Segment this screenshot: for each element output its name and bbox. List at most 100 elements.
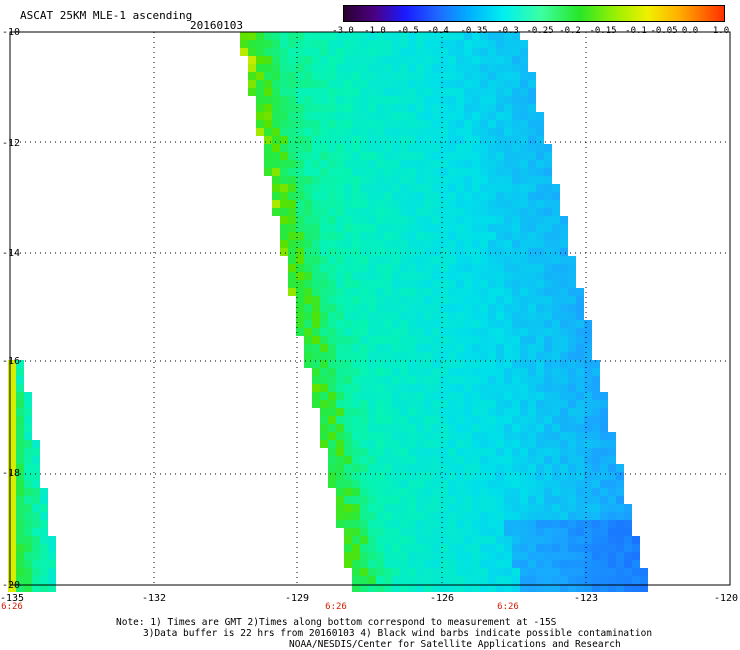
swath-cell <box>448 424 456 432</box>
swath-cell <box>16 480 24 488</box>
swath-cell <box>376 304 384 312</box>
swath-cell <box>352 576 360 584</box>
swath-cell <box>552 560 560 568</box>
swath-cell <box>368 544 376 552</box>
swath-cell <box>592 368 600 376</box>
swath-cell <box>344 192 352 200</box>
swath-cell <box>568 496 576 504</box>
swath-cell <box>360 464 368 472</box>
swath-cell <box>376 440 384 448</box>
swath-cell <box>552 344 560 352</box>
swath-cell <box>512 560 520 568</box>
swath-cell <box>544 352 552 360</box>
swath-cell <box>320 56 328 64</box>
swath-cell <box>304 80 312 88</box>
swath-cell <box>560 448 568 456</box>
swath-cell <box>456 328 464 336</box>
swath-cell <box>368 200 376 208</box>
swath-cell <box>344 416 352 424</box>
swath-cell <box>592 552 600 560</box>
swath-cell <box>448 232 456 240</box>
swath-cell <box>568 536 576 544</box>
swath-cell <box>488 408 496 416</box>
swath-cell <box>256 40 264 48</box>
swath-cell <box>536 480 544 488</box>
swath-cell <box>416 224 424 232</box>
swath-cell <box>584 368 592 376</box>
swath-cell <box>568 488 576 496</box>
swath-cell <box>408 360 416 368</box>
swath-cell <box>296 264 304 272</box>
swath-cell <box>16 464 24 472</box>
swath-cell <box>520 160 528 168</box>
swath-cell <box>544 432 552 440</box>
swath-cell <box>368 480 376 488</box>
swath-cell <box>384 392 392 400</box>
swath-cell <box>328 360 336 368</box>
swath-cell <box>480 560 488 568</box>
swath-cell <box>344 224 352 232</box>
swath-cell <box>552 368 560 376</box>
swath-cell <box>416 552 424 560</box>
swath-cell <box>376 448 384 456</box>
swath-cell <box>24 504 32 512</box>
swath-cell <box>392 208 400 216</box>
swath-cell <box>24 568 32 576</box>
swath-cell <box>432 472 440 480</box>
swath-cell <box>392 352 400 360</box>
swath-cell <box>376 136 384 144</box>
swath-cell <box>480 312 488 320</box>
swath-cell <box>432 464 440 472</box>
swath-cell <box>368 232 376 240</box>
swath-cell <box>448 536 456 544</box>
swath-cell <box>384 456 392 464</box>
swath-cell <box>576 456 584 464</box>
swath-cell <box>520 304 528 312</box>
swath-cell <box>448 216 456 224</box>
swath-cell <box>424 424 432 432</box>
swath-cell <box>408 520 416 528</box>
swath-cell <box>256 112 264 120</box>
swath-cell <box>536 168 544 176</box>
swath-cell <box>512 80 520 88</box>
swath-cell <box>328 208 336 216</box>
swath-cell <box>312 352 320 360</box>
swath-cell <box>352 48 360 56</box>
swath-cell <box>496 104 504 112</box>
swath-cell <box>608 456 616 464</box>
swath-cell <box>344 320 352 328</box>
swath-cell <box>392 240 400 248</box>
swath-cell <box>352 232 360 240</box>
swath-cell <box>520 248 528 256</box>
swath-cell <box>368 72 376 80</box>
swath-cell <box>352 520 360 528</box>
swath-cell <box>424 256 432 264</box>
swath-cell <box>336 224 344 232</box>
swath-cell <box>312 328 320 336</box>
swath-cell <box>472 224 480 232</box>
swath-cell <box>568 296 576 304</box>
swath-cell <box>360 120 368 128</box>
swath-cell <box>456 288 464 296</box>
swath-cell <box>376 360 384 368</box>
swath-cell <box>352 424 360 432</box>
swath-cell <box>32 512 40 520</box>
swath-cell <box>552 312 560 320</box>
swath-cell <box>264 120 272 128</box>
swath-cell <box>528 200 536 208</box>
swath-cell <box>240 40 248 48</box>
swath-cell <box>576 488 584 496</box>
swath-cell <box>536 152 544 160</box>
swath-cell <box>376 400 384 408</box>
swath-cell <box>392 336 400 344</box>
swath-cell <box>576 464 584 472</box>
swath-cell <box>312 32 320 40</box>
swath-cell <box>576 360 584 368</box>
swath-cell <box>528 328 536 336</box>
swath-cell <box>464 464 472 472</box>
swath-cell <box>328 112 336 120</box>
swath-cell <box>440 232 448 240</box>
swath-cell <box>368 456 376 464</box>
swath-cell <box>448 344 456 352</box>
swath-cell <box>480 480 488 488</box>
